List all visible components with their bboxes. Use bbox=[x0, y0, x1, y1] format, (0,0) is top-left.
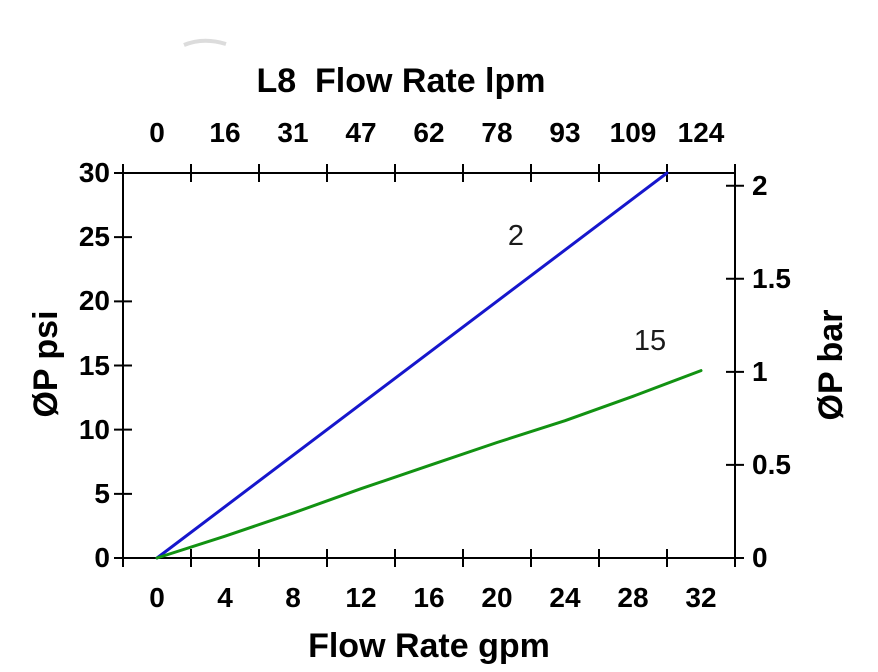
top-axis-tick-label: 109 bbox=[609, 117, 657, 148]
right-axis-tick-label: 0 bbox=[752, 542, 768, 573]
left-axis-tick-label: 0 bbox=[94, 542, 110, 573]
top-axis-tick-label: 62 bbox=[413, 117, 445, 148]
top-axis-tick-label: 31 bbox=[277, 117, 309, 148]
left-axis-tick-label: 30 bbox=[78, 157, 110, 188]
curve-label-series-15: 15 bbox=[633, 325, 667, 357]
bottom-axis-tick-label: 4 bbox=[217, 582, 233, 613]
top-axis-tick-label: 78 bbox=[481, 117, 513, 148]
left-axis-tick-label: 10 bbox=[78, 413, 110, 445]
chart-title: L8 Flow Rate lpm bbox=[256, 62, 546, 100]
right-axis-tick-label: 0.5 bbox=[752, 448, 791, 480]
left-axis-tick-label: 15 bbox=[78, 349, 110, 381]
smudge-artifact bbox=[183, 38, 227, 47]
top-axis-tick-label: 93 bbox=[549, 117, 581, 148]
top-axis-tick-label: 16 bbox=[209, 117, 241, 148]
right-axis-tick-label: 1 bbox=[752, 355, 768, 387]
left-axis-tick-label: 5 bbox=[94, 477, 110, 509]
bottom-axis-tick-label: 20 bbox=[481, 582, 513, 613]
bottom-axis-tick-label: 0 bbox=[149, 582, 165, 613]
bottom-axis-tick-label: 28 bbox=[617, 582, 649, 613]
left-axis-tick-label: 25 bbox=[78, 221, 110, 253]
top-axis-tick-label: 124 bbox=[677, 117, 725, 148]
x-axis-title: Flow Rate gpm bbox=[308, 627, 550, 665]
bottom-axis-tick-label: 32 bbox=[685, 582, 717, 613]
bottom-axis-tick-label: 16 bbox=[413, 582, 445, 613]
series-line-15 bbox=[155, 369, 703, 560]
bottom-axis-tick-label: 8 bbox=[285, 582, 301, 613]
series-line-2 bbox=[155, 171, 669, 560]
top-axis-tick-label: 0 bbox=[149, 117, 165, 148]
curve-label-series-2: 2 bbox=[507, 220, 525, 252]
plot-border bbox=[122, 172, 736, 559]
right-axis-tick-label: 1.5 bbox=[752, 262, 791, 294]
bottom-axis-tick-label: 24 bbox=[549, 582, 581, 613]
top-axis-tick-label: 47 bbox=[345, 117, 377, 148]
left-axis-tick-label: 20 bbox=[78, 285, 110, 317]
right-axis-tick-label: 2 bbox=[752, 169, 768, 201]
bottom-axis-tick-label: 12 bbox=[345, 582, 377, 613]
